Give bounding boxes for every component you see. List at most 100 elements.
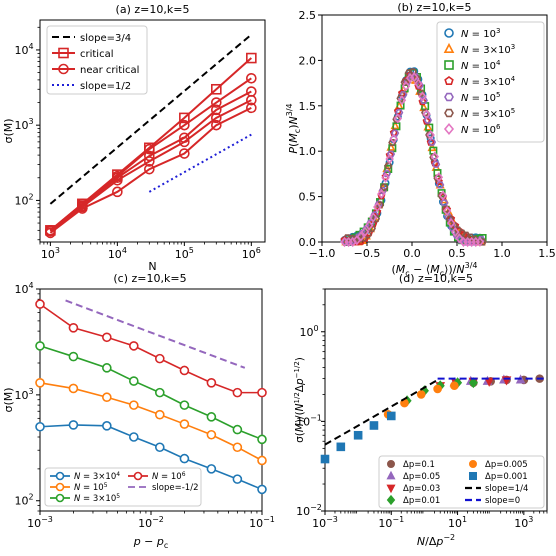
legend-marker bbox=[55, 493, 65, 503]
legend-box bbox=[378, 455, 545, 509]
x-tick-label: 104 bbox=[108, 246, 127, 261]
legend-label: critical bbox=[80, 49, 114, 60]
x-tick-label: 1.5 bbox=[538, 247, 556, 260]
plot-frame bbox=[321, 14, 548, 243]
data-point bbox=[364, 220, 374, 231]
y-tick-label: 103 bbox=[14, 387, 33, 402]
data-point bbox=[246, 72, 257, 84]
legend-label: N = 104 bbox=[461, 59, 501, 72]
legend-label: N = 3×103 bbox=[461, 43, 515, 56]
legend-marker bbox=[444, 28, 454, 38]
data-point bbox=[360, 226, 370, 237]
legend-label: N = 106 bbox=[461, 123, 501, 136]
data-point bbox=[257, 455, 267, 466]
data-point bbox=[414, 78, 423, 89]
chart-title: (c) z=10,k=5 bbox=[113, 272, 186, 285]
legend-marker bbox=[55, 482, 65, 492]
data-point bbox=[401, 81, 411, 92]
data-point bbox=[368, 212, 378, 223]
data-point bbox=[206, 429, 217, 440]
x-tick-label: 10−3 bbox=[27, 515, 53, 530]
panel-b: −1.0 −0.5 0.0 0.5 1.0 1.5 0.0 0.5 1.0 1.5 2.0 2.5 (b… bbox=[285, 1, 556, 278]
legend-label: N = 105 bbox=[461, 91, 500, 104]
x-tick-label: 10−1 bbox=[378, 515, 404, 530]
data-point bbox=[451, 226, 460, 238]
data-point bbox=[211, 104, 222, 116]
data-point bbox=[129, 376, 139, 386]
data-point bbox=[68, 351, 79, 362]
series-line bbox=[324, 379, 439, 446]
data-point bbox=[232, 474, 243, 484]
data-point bbox=[179, 148, 190, 159]
data-point bbox=[211, 112, 222, 124]
data-point bbox=[246, 102, 257, 114]
data-point bbox=[112, 175, 123, 186]
data-point bbox=[422, 109, 431, 120]
x-tick-label: 1.0 bbox=[493, 247, 511, 260]
y-tick-label: 104 bbox=[14, 42, 33, 57]
legend-box bbox=[46, 25, 148, 95]
y-tick-label: 2.0 bbox=[299, 54, 317, 67]
data-point bbox=[68, 383, 79, 394]
data-point bbox=[399, 91, 408, 99]
data-point bbox=[232, 387, 243, 398]
data-point bbox=[416, 390, 426, 399]
legend-marker bbox=[443, 122, 455, 136]
data-point bbox=[438, 190, 448, 201]
data-point bbox=[386, 411, 396, 421]
data-point bbox=[336, 442, 346, 452]
y-axis-label: σ(M)/(N1/2Δp−1/2) bbox=[293, 357, 306, 443]
legend-label: N = 3×105 bbox=[74, 493, 120, 504]
y-axis-label: σ(M) bbox=[2, 118, 15, 143]
legend-marker bbox=[386, 459, 395, 468]
y-tick-label: 102 bbox=[14, 493, 33, 508]
data-point bbox=[450, 381, 459, 391]
data-point bbox=[129, 341, 139, 351]
data-point bbox=[385, 153, 394, 165]
data-point bbox=[179, 453, 190, 464]
series-line-n1e6 bbox=[39, 303, 262, 394]
data-point bbox=[384, 164, 393, 173]
data-point bbox=[427, 138, 437, 146]
data-point bbox=[392, 122, 401, 131]
data-point bbox=[154, 409, 165, 420]
legend-label: slope=-1/2 bbox=[152, 483, 198, 493]
data-point bbox=[179, 365, 190, 376]
chart-title: (d) z=10,k=5 bbox=[399, 272, 473, 285]
data-point bbox=[436, 181, 445, 189]
x-tick-label: 10−2 bbox=[138, 515, 164, 530]
legend-label: Δp=0.005 bbox=[485, 460, 528, 470]
data-point bbox=[179, 136, 190, 148]
data-point bbox=[102, 421, 112, 431]
legend-marker bbox=[444, 108, 454, 118]
data-point bbox=[356, 231, 366, 242]
data-point bbox=[154, 353, 165, 364]
y-tick-label: 102 bbox=[14, 192, 33, 207]
x-tick-label: 101 bbox=[448, 515, 467, 530]
data-point bbox=[179, 112, 190, 124]
legend-box bbox=[436, 21, 545, 143]
x-tick-label: 0.5 bbox=[448, 247, 466, 260]
y-tick-label: 104 bbox=[14, 281, 33, 296]
data-point bbox=[369, 421, 379, 430]
x-tick-label: 10−1 bbox=[249, 515, 275, 530]
y-tick-label: 1.0 bbox=[299, 145, 317, 158]
data-point bbox=[389, 133, 398, 144]
data-point bbox=[373, 201, 382, 213]
x-axis-label: N bbox=[148, 260, 156, 273]
data-point bbox=[380, 183, 389, 191]
legend-label: N = 3×105 bbox=[461, 107, 515, 120]
y-tick-label: 10−2 bbox=[296, 503, 322, 518]
data-point bbox=[35, 421, 45, 432]
legend-marker bbox=[58, 47, 69, 59]
legend-marker bbox=[58, 63, 69, 75]
data-point bbox=[388, 139, 397, 147]
data-point bbox=[353, 430, 363, 440]
data-point bbox=[416, 89, 426, 97]
data-point bbox=[397, 95, 407, 106]
data-point bbox=[129, 432, 139, 442]
legend-label: slope=3/4 bbox=[80, 33, 131, 44]
x-axis-label: N/Δp−2 bbox=[417, 533, 455, 548]
data-point bbox=[475, 236, 485, 247]
